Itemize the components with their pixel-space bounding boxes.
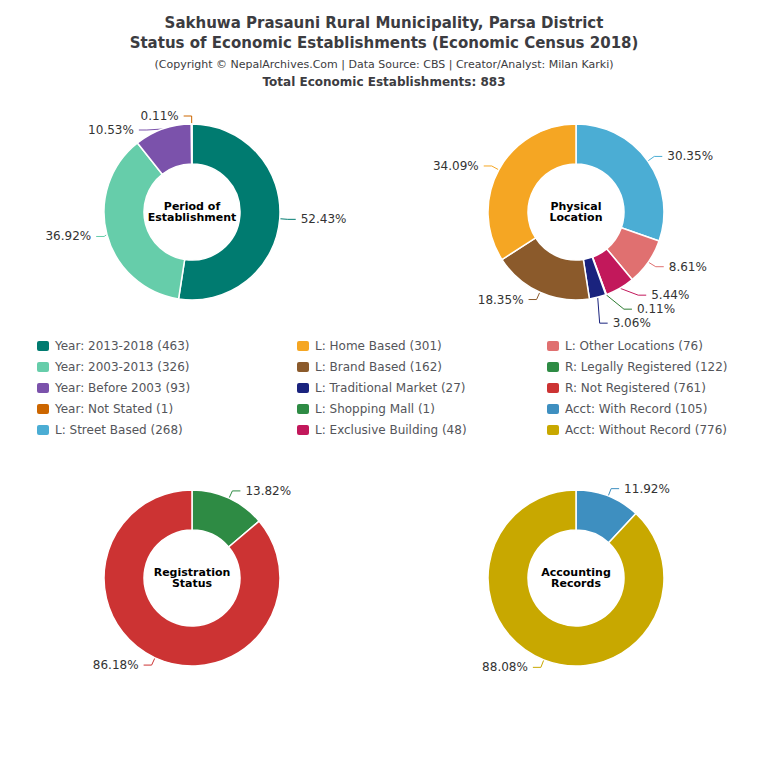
svg-text:30.35%: 30.35% bbox=[667, 149, 713, 163]
svg-text:L: Street Based (268): L: Street Based (268) bbox=[55, 423, 183, 437]
svg-text:L: Other Locations (76): L: Other Locations (76) bbox=[565, 339, 703, 353]
svg-text:86.18%: 86.18% bbox=[93, 658, 139, 672]
svg-text:Registration: Registration bbox=[153, 566, 231, 579]
svg-text:L: Exclusive Building (48): L: Exclusive Building (48) bbox=[315, 423, 467, 437]
svg-text:34.09%: 34.09% bbox=[433, 159, 479, 173]
svg-text:Location: Location bbox=[550, 211, 603, 224]
svg-text:L: Traditional Market (27): L: Traditional Market (27) bbox=[315, 381, 466, 395]
svg-text:8.61%: 8.61% bbox=[669, 260, 707, 274]
svg-text:13.82%: 13.82% bbox=[245, 484, 291, 498]
svg-text:18.35%: 18.35% bbox=[478, 293, 524, 307]
svg-text:L: Shopping Mall (1): L: Shopping Mall (1) bbox=[315, 402, 435, 416]
svg-text:Period of: Period of bbox=[163, 200, 221, 213]
svg-text:Year: Not Stated (1): Year: Not Stated (1) bbox=[54, 402, 173, 416]
svg-text:Year: Before 2003 (93): Year: Before 2003 (93) bbox=[54, 381, 190, 395]
svg-text:10.53%: 10.53% bbox=[88, 123, 134, 137]
svg-text:Status: Status bbox=[172, 577, 213, 590]
svg-text:Accounting: Accounting bbox=[541, 566, 611, 579]
svg-text:88.08%: 88.08% bbox=[482, 660, 528, 674]
svg-text:Year: 2003-2013 (326): Year: 2003-2013 (326) bbox=[54, 360, 190, 374]
svg-text:Total Economic Establishments:: Total Economic Establishments: 883 bbox=[263, 75, 506, 89]
svg-text:52.43%: 52.43% bbox=[301, 212, 347, 226]
svg-text:Year: 2013-2018 (463): Year: 2013-2018 (463) bbox=[54, 339, 190, 353]
svg-text:R: Legally Registered (122): R: Legally Registered (122) bbox=[565, 360, 727, 374]
svg-text:(Copyright © NepalArchives.Com: (Copyright © NepalArchives.Com | Data So… bbox=[154, 58, 613, 71]
svg-text:Establishment: Establishment bbox=[148, 211, 237, 224]
svg-text:Physical: Physical bbox=[550, 200, 602, 213]
svg-text:Acct: Without Record (776): Acct: Without Record (776) bbox=[565, 423, 727, 437]
svg-text:5.44%: 5.44% bbox=[651, 288, 689, 302]
svg-text:11.92%: 11.92% bbox=[624, 482, 670, 496]
svg-text:Records: Records bbox=[551, 577, 601, 590]
svg-text:L: Home Based (301): L: Home Based (301) bbox=[315, 339, 442, 353]
svg-text:3.06%: 3.06% bbox=[613, 316, 651, 330]
svg-text:Acct: With Record (105): Acct: With Record (105) bbox=[565, 402, 707, 416]
svg-text:R: Not Registered (761): R: Not Registered (761) bbox=[565, 381, 706, 395]
svg-text:36.92%: 36.92% bbox=[45, 229, 91, 243]
svg-text:Status of Economic Establishme: Status of Economic Establishments (Econo… bbox=[130, 34, 639, 52]
svg-text:L: Brand Based (162): L: Brand Based (162) bbox=[315, 360, 442, 374]
svg-text:0.11%: 0.11% bbox=[637, 302, 675, 316]
svg-text:0.11%: 0.11% bbox=[141, 109, 179, 123]
svg-text:Sakhuwa Prasauni Rural Municip: Sakhuwa Prasauni Rural Municipality, Par… bbox=[165, 14, 604, 32]
